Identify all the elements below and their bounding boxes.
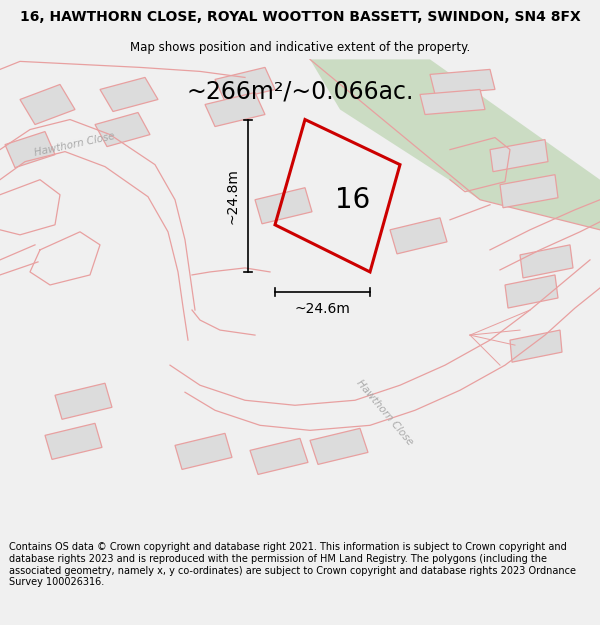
- Polygon shape: [95, 112, 150, 147]
- Polygon shape: [45, 423, 102, 459]
- Polygon shape: [20, 84, 75, 124]
- Polygon shape: [310, 428, 368, 464]
- Polygon shape: [505, 275, 558, 308]
- Polygon shape: [100, 78, 158, 111]
- Polygon shape: [510, 330, 562, 362]
- Text: Hawthorn Close: Hawthorn Close: [355, 378, 415, 447]
- Text: Map shows position and indicative extent of the property.: Map shows position and indicative extent…: [130, 41, 470, 54]
- Polygon shape: [310, 59, 600, 230]
- Polygon shape: [205, 92, 265, 126]
- Polygon shape: [520, 245, 573, 278]
- Text: 16: 16: [335, 186, 370, 214]
- Polygon shape: [55, 383, 112, 419]
- Text: 16, HAWTHORN CLOSE, ROYAL WOOTTON BASSETT, SWINDON, SN4 8FX: 16, HAWTHORN CLOSE, ROYAL WOOTTON BASSET…: [20, 9, 580, 24]
- Polygon shape: [5, 131, 55, 168]
- Text: ~24.6m: ~24.6m: [295, 302, 350, 316]
- Text: Contains OS data © Crown copyright and database right 2021. This information is : Contains OS data © Crown copyright and d…: [9, 542, 576, 587]
- Polygon shape: [500, 174, 558, 208]
- Polygon shape: [250, 438, 308, 474]
- Text: ~24.8m: ~24.8m: [226, 168, 240, 224]
- Polygon shape: [490, 139, 548, 172]
- Text: Hawthorn Close: Hawthorn Close: [34, 131, 116, 158]
- Text: ~266m²/~0.066ac.: ~266m²/~0.066ac.: [187, 79, 413, 104]
- Polygon shape: [255, 188, 312, 224]
- Polygon shape: [175, 433, 232, 469]
- Polygon shape: [390, 217, 447, 254]
- Polygon shape: [215, 68, 275, 101]
- Polygon shape: [430, 69, 495, 94]
- Polygon shape: [420, 89, 485, 114]
